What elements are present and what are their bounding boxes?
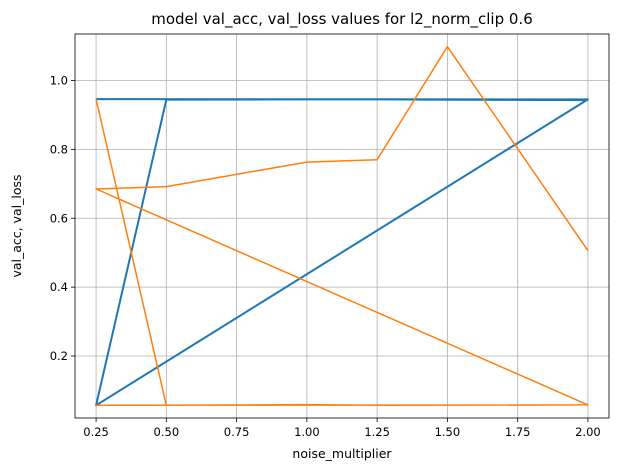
x-axis-label: noise_multiplier: [292, 446, 392, 461]
y-tick-label: 0.2: [50, 349, 68, 363]
grid-lines: [75, 34, 609, 418]
y-tick-label: 0.8: [50, 142, 68, 156]
x-tick-label: 0.50: [154, 425, 180, 439]
series-line-1: [95, 98, 589, 407]
x-tick-label: 2.00: [575, 425, 601, 439]
y-tick-label: 0.4: [50, 280, 68, 294]
y-axis-ticks: 0.2 0.4 0.6 0.8 1.0: [50, 73, 75, 363]
chart-title: model val_acc, val_loss values for l2_no…: [151, 10, 533, 29]
y-axis-label: val_acc, val_loss: [9, 174, 24, 277]
x-tick-label: 0.25: [83, 425, 109, 439]
x-tick-label: 0.75: [224, 425, 250, 439]
y-tick-label: 1.0: [50, 73, 68, 87]
y-tick-label: 0.6: [50, 211, 68, 225]
series-lines: [95, 45, 589, 407]
x-tick-label: 1.00: [294, 425, 320, 439]
x-tick-label: 1.25: [364, 425, 390, 439]
plot-frame: [74, 33, 610, 419]
series-line-2: [95, 45, 589, 407]
x-axis-ticks: 0.25 0.50 0.75 1.00 1.25 1.50 1.75 2.00: [83, 418, 601, 439]
x-tick-label: 1.50: [435, 425, 461, 439]
x-tick-label: 1.75: [505, 425, 531, 439]
